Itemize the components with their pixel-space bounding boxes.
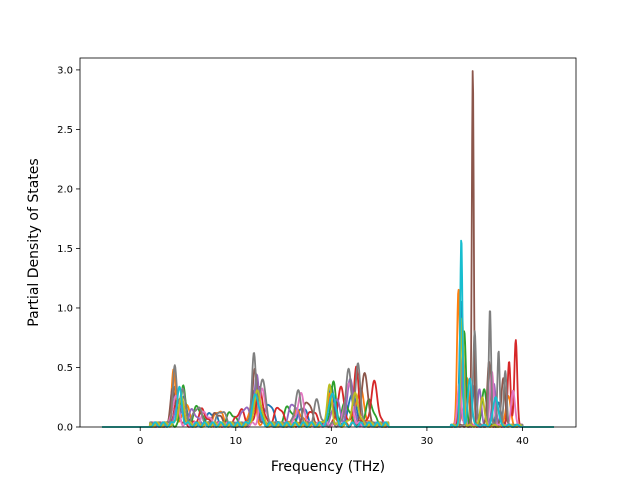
- x-tick-label: 0: [137, 436, 143, 447]
- y-tick-label: 0.0: [57, 423, 73, 434]
- y-tick-label: 3.0: [57, 65, 73, 76]
- x-tick-label: 30: [421, 436, 434, 447]
- y-tick-label: 2.0: [57, 184, 73, 195]
- y-axis-label: Partial Density of States: [26, 158, 42, 326]
- x-axis: 0 10 20 30 40: [137, 427, 529, 447]
- series-line-9: [101, 317, 555, 428]
- series-line-10: [101, 239, 555, 428]
- x-axis-label: Frequency (THz): [271, 459, 385, 475]
- y-tick-label: 0.5: [57, 363, 73, 374]
- plot-area: [101, 70, 555, 428]
- x-tick-label: 10: [229, 436, 242, 447]
- x-tick-label: 40: [516, 436, 529, 447]
- x-tick-label: 20: [325, 436, 338, 447]
- y-tick-label: 1.5: [57, 244, 73, 255]
- y-axis: 0.0 0.5 1.0 1.5 2.0 2.5 3.0: [57, 65, 80, 434]
- y-tick-label: 2.5: [57, 125, 73, 136]
- series-line-6: [101, 70, 555, 428]
- y-tick-label: 1.0: [57, 303, 73, 314]
- plot-frame: [79, 57, 577, 428]
